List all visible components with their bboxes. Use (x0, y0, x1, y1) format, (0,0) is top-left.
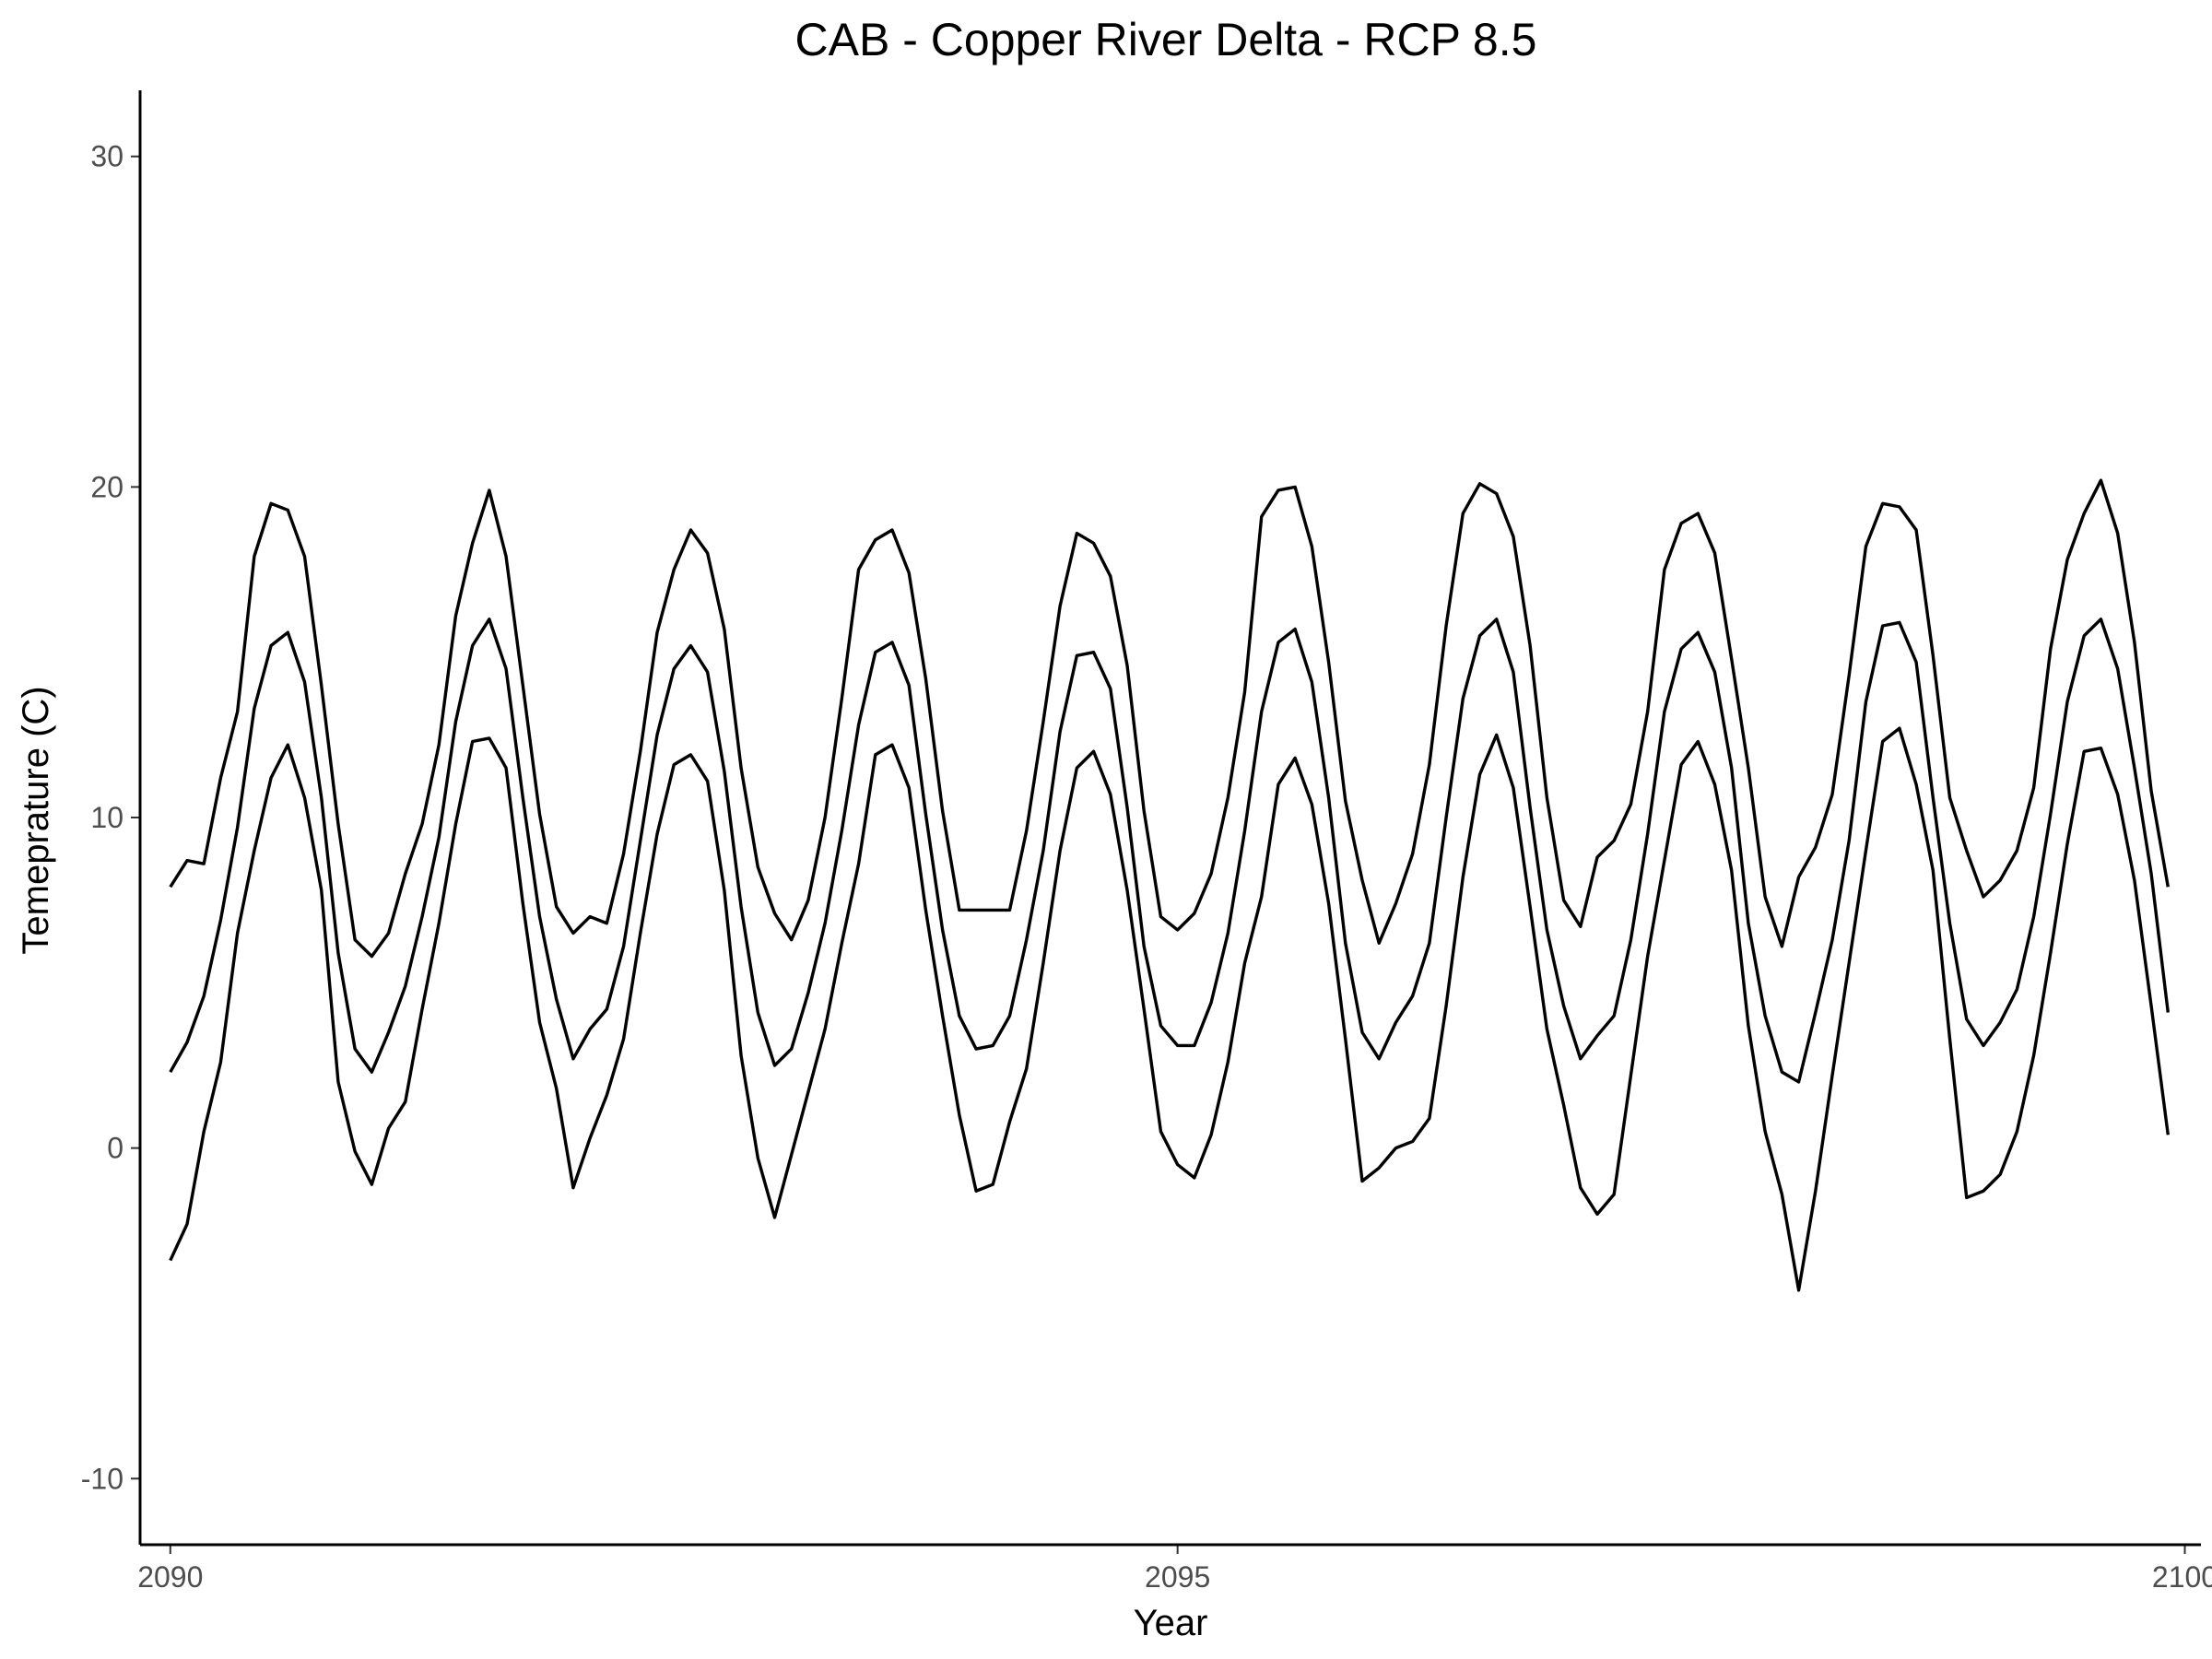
chart-title: CAB - Copper River Delta - RCP 8.5 (795, 14, 1537, 65)
x-tick-label: 2100 (2152, 1560, 2212, 1594)
x-axis-title: Year (1134, 1603, 1208, 1643)
x-tick-label: 2095 (1145, 1560, 1210, 1594)
y-axis-title: Temeprature (C) (16, 686, 56, 954)
x-tick-label: 2090 (137, 1560, 203, 1594)
plot-area: 30 20 10 0 -10 2090 2095 2100 (81, 90, 2212, 1594)
series-line-max (169, 478, 2170, 959)
y-tick-label: 10 (90, 801, 124, 834)
series-group (169, 478, 2170, 1292)
series-line-mean (169, 618, 2170, 1084)
y-axis-ticks: 30 20 10 0 -10 (81, 140, 140, 1495)
y-tick-label: 0 (107, 1132, 124, 1165)
y-tick-label: 20 (90, 470, 124, 503)
series-line-min (169, 726, 2170, 1292)
x-axis-ticks: 2090 2095 2100 (137, 1545, 2212, 1594)
y-tick-label: -10 (81, 1462, 124, 1495)
y-tick-label: 30 (90, 140, 124, 173)
